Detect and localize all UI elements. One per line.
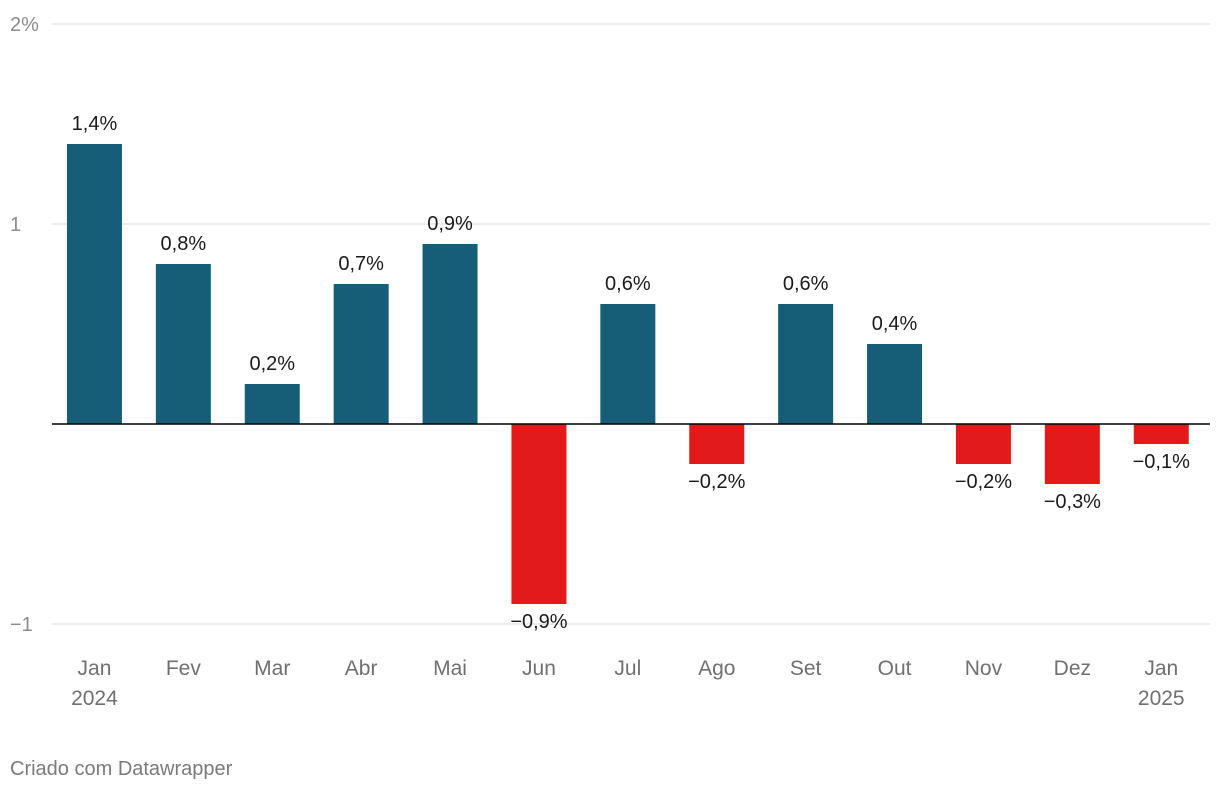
x-tick-label: Nov <box>965 657 1003 680</box>
x-tick-label: Abr <box>345 657 378 680</box>
x-tick-label: Set <box>790 657 822 680</box>
value-label: 0,6% <box>605 273 651 295</box>
x-tick-label: Mai <box>433 657 467 680</box>
bar[interactable] <box>600 304 656 424</box>
x-tick-label: Jan <box>78 657 112 680</box>
value-label: −0,3% <box>1044 491 1101 513</box>
value-label: 1,4% <box>72 113 118 135</box>
x-tick-label: Fev <box>166 657 202 680</box>
bar[interactable] <box>1133 424 1189 444</box>
x-tick-label: Jun <box>522 657 556 680</box>
value-label: −0,2% <box>955 471 1012 493</box>
bar[interactable] <box>511 424 567 604</box>
bar[interactable] <box>778 304 834 424</box>
bar[interactable] <box>689 424 745 464</box>
bar[interactable] <box>66 144 122 424</box>
value-label: 0,9% <box>427 213 473 235</box>
y-tick-label: 2% <box>10 14 39 36</box>
bar[interactable] <box>867 344 923 424</box>
x-tick-label: Out <box>878 657 912 680</box>
x-tick-label: Jan <box>1144 657 1178 680</box>
value-label: −0,9% <box>510 611 567 633</box>
value-label: 0,6% <box>783 273 829 295</box>
bar[interactable] <box>333 284 389 424</box>
value-label: 0,4% <box>872 313 918 335</box>
x-tick-label: Ago <box>698 657 735 680</box>
bar[interactable] <box>244 384 300 424</box>
x-tick-year-label: 2025 <box>1138 687 1185 710</box>
y-tick-label: 1 <box>10 214 21 236</box>
value-label: 0,7% <box>338 253 384 275</box>
bar[interactable] <box>155 264 211 424</box>
footer-credit[interactable]: Criado com Datawrapper <box>10 758 233 780</box>
bar[interactable] <box>1044 424 1100 484</box>
x-tick-year-label: 2024 <box>71 687 118 710</box>
y-tick-label: −1 <box>10 614 33 636</box>
x-tick-label: Jul <box>614 657 641 680</box>
value-label: 0,2% <box>249 353 295 375</box>
value-label: 0,8% <box>161 233 207 255</box>
x-tick-label: Dez <box>1054 657 1091 680</box>
bar[interactable] <box>955 424 1011 464</box>
value-label: −0,1% <box>1133 451 1190 473</box>
bar[interactable] <box>422 244 478 424</box>
value-label: −0,2% <box>688 471 745 493</box>
x-tick-label: Mar <box>254 657 290 680</box>
